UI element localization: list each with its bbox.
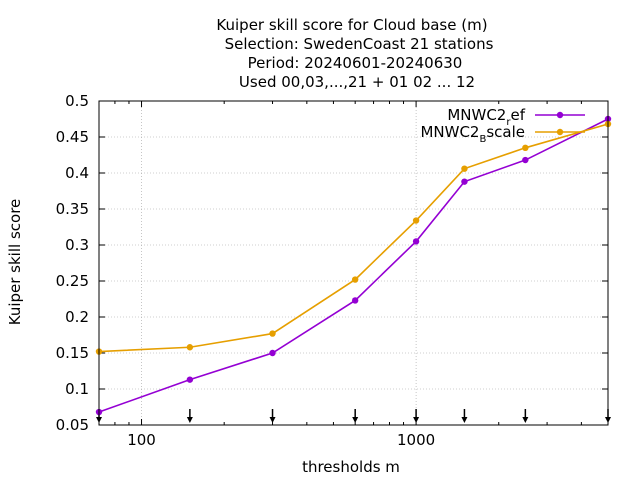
series-1-point	[351, 297, 359, 304]
y-tick-label: 0.45	[56, 128, 89, 146]
threshold-marker-arrowhead	[522, 417, 529, 423]
series-1-point	[412, 238, 420, 245]
threshold-marker-arrowhead	[352, 417, 359, 423]
series-line-2	[98, 123, 609, 353]
series-2-point	[351, 276, 359, 283]
threshold-marker-arrowhead	[461, 417, 468, 423]
threshold-marker-arrowhead	[413, 417, 420, 423]
series-2-point	[269, 330, 276, 337]
series-group	[95, 115, 612, 416]
x-tick-label: 1000	[397, 431, 435, 449]
series-1-point	[186, 376, 194, 383]
y-tick-label: 0.1	[65, 380, 89, 398]
series-2-point	[461, 165, 468, 172]
x-axis: 100 1000	[114, 101, 582, 449]
chart-title-line-4: Used 00,03,...,21 + 01 02 ... 12	[239, 73, 475, 91]
x-axis-label: thresholds m	[302, 458, 400, 476]
series-1-point	[522, 156, 529, 164]
series-2-point	[412, 217, 420, 224]
grid	[99, 101, 608, 425]
legend-label-2: MNWC2Bscale	[420, 123, 525, 145]
y-tick-label: 0.4	[65, 164, 89, 182]
threshold-marker-arrowhead	[269, 417, 276, 423]
y-tick-label: 0.2	[65, 308, 89, 326]
series-line-1	[98, 118, 609, 413]
y-axis: 0.05 0.1 0.15 0.2 0.25 0.3 0.35 0.4 0.45 0.5	[56, 92, 608, 434]
chart-title-line-2: Selection: SwedenCoast 21 stations	[225, 35, 494, 53]
legend-marker-1	[556, 111, 564, 119]
chart-title-line-1: Kuiper skill score for Cloud base (m)	[216, 16, 487, 34]
x-tick-label: 100	[127, 431, 156, 449]
chart-title: Kuiper skill score for Cloud base (m) Se…	[216, 16, 493, 91]
threshold-markers	[96, 409, 611, 423]
y-tick-label: 0.35	[56, 200, 89, 218]
y-tick-label: 0.25	[56, 272, 89, 290]
series-2-point	[522, 144, 529, 151]
legend-marker-2	[556, 128, 564, 136]
threshold-marker-arrowhead	[186, 417, 193, 423]
y-tick-label: 0.3	[65, 236, 89, 254]
chart-title-line-3: Period: 20240601-20240630	[248, 54, 463, 72]
plot-frame	[98, 100, 609, 426]
series-1-point	[269, 349, 276, 357]
y-tick-label: 0.15	[56, 344, 89, 362]
legend-label-1: MNWC2ref	[447, 106, 525, 128]
y-axis-label: Kuiper skill score	[6, 199, 24, 326]
series-1-point	[461, 178, 468, 185]
y-tick-label: 0.5	[65, 92, 89, 110]
y-tick-label: 0.05	[56, 416, 89, 434]
series-2-point	[186, 344, 194, 351]
